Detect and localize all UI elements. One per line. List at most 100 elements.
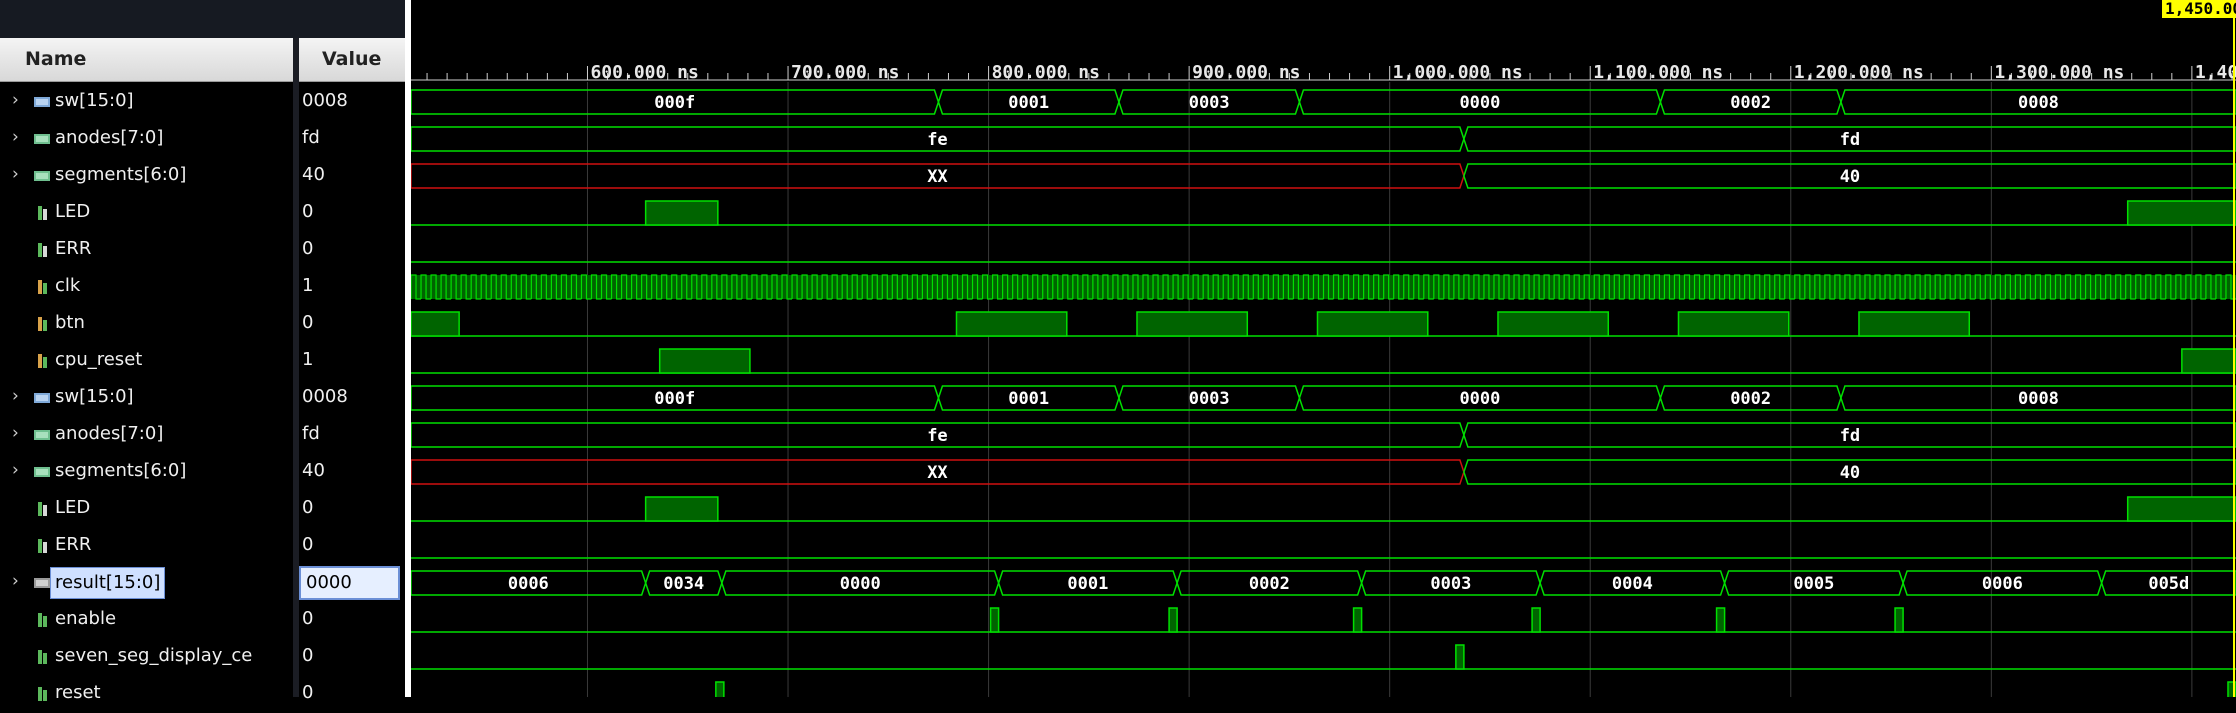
bus-value-label: 0003 (1189, 93, 1230, 113)
signal-value[interactable]: 0 (302, 645, 314, 666)
panel-splitter[interactable] (405, 0, 411, 697)
bit-high-pulse (1168, 607, 1178, 633)
signal-value[interactable]: 0 (302, 682, 314, 703)
bit-input-icon (33, 280, 51, 294)
signal-row[interactable]: seven_seg_display_ce 0 (0, 639, 405, 676)
signal-name[interactable]: cpu_reset (55, 349, 143, 370)
signal-name[interactable]: ERR (55, 534, 92, 555)
waveform-canvas[interactable]: 600.000 ns 700.000 ns 800.000 ns 900.000 ns… (411, 0, 2236, 697)
bit-high-pulse (1858, 311, 1971, 337)
bit-high-pulse (1894, 607, 1904, 633)
value-column-header[interactable]: Value (299, 38, 405, 82)
signal-row[interactable]: LED 0 (0, 491, 405, 528)
signal-value[interactable]: 40 (302, 164, 325, 185)
bit-output-icon (33, 502, 51, 516)
bit-high-pulse (1677, 311, 1790, 337)
signal-value[interactable]: 0008 (302, 90, 348, 111)
bus-value-label: 0008 (2018, 389, 2059, 409)
waveform-bit (411, 496, 2236, 522)
bus-value-label: fe (927, 130, 947, 150)
column-divider[interactable] (293, 38, 299, 697)
signal-name[interactable]: LED (55, 201, 91, 222)
signal-row[interactable]: ERR 0 (0, 528, 405, 565)
bus-value-label: 0003 (1189, 389, 1230, 409)
bus-segment (1118, 385, 1301, 411)
bit-high-pulse (644, 496, 719, 522)
bit-output-icon (33, 243, 51, 257)
bus-internal-icon (33, 576, 51, 590)
bit-internal-icon (33, 613, 51, 627)
waveform-bus: 000f 0001 0003 0000 0002 0008 (411, 89, 2236, 115)
signal-value[interactable]: 40 (302, 460, 325, 481)
signal-name[interactable]: ERR (55, 238, 92, 259)
expand-chevron-icon[interactable]: › (12, 423, 19, 443)
signal-row[interactable]: › segments[6:0] 40 (0, 158, 405, 195)
waveform-bus: 000f 0001 0003 0000 0002 0008 (411, 385, 2236, 411)
signal-name[interactable]: anodes[7:0] (55, 127, 164, 148)
signal-name[interactable]: LED (55, 497, 91, 518)
expand-chevron-icon[interactable]: › (12, 386, 19, 406)
signal-name[interactable]: segments[6:0] (55, 460, 187, 481)
signal-value[interactable]: 0 (302, 497, 314, 518)
signal-value[interactable]: 0000 (299, 566, 400, 600)
expand-chevron-icon[interactable]: › (12, 164, 19, 184)
waveform-bit (411, 607, 2236, 633)
cursor-time-label[interactable]: 1,450.000 ns (2162, 0, 2236, 18)
signal-name[interactable]: sw[15:0] (55, 386, 134, 407)
signal-value[interactable]: 0008 (302, 386, 348, 407)
signal-value[interactable]: fd (302, 127, 320, 148)
signal-row[interactable]: btn 0 (0, 306, 405, 343)
signal-name[interactable]: sw[15:0] (55, 90, 134, 111)
expand-chevron-icon[interactable]: › (12, 127, 19, 147)
signal-row[interactable]: enable 0 (0, 602, 405, 639)
bus-value-label: 0005 (1793, 574, 1834, 594)
signal-value[interactable]: 0 (302, 238, 314, 259)
signal-name[interactable]: reset (55, 682, 101, 703)
bus-value-label: 0034 (663, 574, 704, 594)
waveform-view[interactable]: 600.000 ns 700.000 ns 800.000 ns 900.000 ns… (411, 0, 2236, 697)
signal-name[interactable]: btn (55, 312, 85, 333)
bit-high-pulse (2126, 200, 2236, 226)
bus-segment (1360, 570, 1541, 596)
waveform-clock (411, 274, 2236, 300)
waveform-bus: fe fd (411, 126, 2236, 152)
signal-row[interactable]: › result[15:0] 0000 (0, 565, 405, 602)
bus-segment (1902, 570, 2103, 596)
bus-segment (1176, 570, 1363, 596)
expand-chevron-icon[interactable]: › (12, 90, 19, 110)
signal-name[interactable]: seven_seg_display_ce (55, 645, 253, 666)
signal-row[interactable]: ERR 0 (0, 232, 405, 269)
bus-segment (1463, 422, 2236, 448)
signal-name[interactable]: result[15:0] (49, 567, 166, 599)
bus-segment (411, 570, 647, 596)
signal-row[interactable]: › anodes[7:0] fd (0, 417, 405, 454)
signal-name[interactable]: anodes[7:0] (55, 423, 164, 444)
signal-value[interactable]: 1 (302, 349, 314, 370)
bit-high-pulse (1715, 607, 1726, 633)
signal-row[interactable]: reset 0 (0, 676, 405, 713)
signal-name[interactable]: enable (55, 608, 117, 629)
signal-value[interactable]: 0 (302, 608, 314, 629)
bus-value-label: 0000 (1459, 93, 1500, 113)
expand-chevron-icon[interactable]: › (12, 571, 19, 591)
signal-value[interactable]: 0 (302, 534, 314, 555)
signal-row[interactable]: › segments[6:0] 40 (0, 454, 405, 491)
signal-value[interactable]: fd (302, 423, 320, 444)
bus-segment (1840, 385, 2236, 411)
expand-chevron-icon[interactable]: › (12, 460, 19, 480)
signal-row[interactable]: cpu_reset 1 (0, 343, 405, 380)
waveform-bit (715, 681, 2236, 697)
signal-row[interactable]: › sw[15:0] 0008 (0, 84, 405, 121)
signal-name[interactable]: clk (55, 275, 81, 296)
signal-row[interactable]: › anodes[7:0] fd (0, 121, 405, 158)
signal-row[interactable]: › sw[15:0] 0008 (0, 380, 405, 417)
signal-row[interactable]: clk 1 (0, 269, 405, 306)
signal-row[interactable]: LED 0 (0, 195, 405, 232)
bit-high-pulse (2181, 348, 2236, 374)
name-column-header[interactable]: Name (0, 38, 293, 82)
signal-value[interactable]: 1 (302, 275, 314, 296)
bit-high-pulse (2126, 496, 2236, 522)
signal-value[interactable]: 0 (302, 201, 314, 222)
signal-name[interactable]: segments[6:0] (55, 164, 187, 185)
signal-value[interactable]: 0 (302, 312, 314, 333)
